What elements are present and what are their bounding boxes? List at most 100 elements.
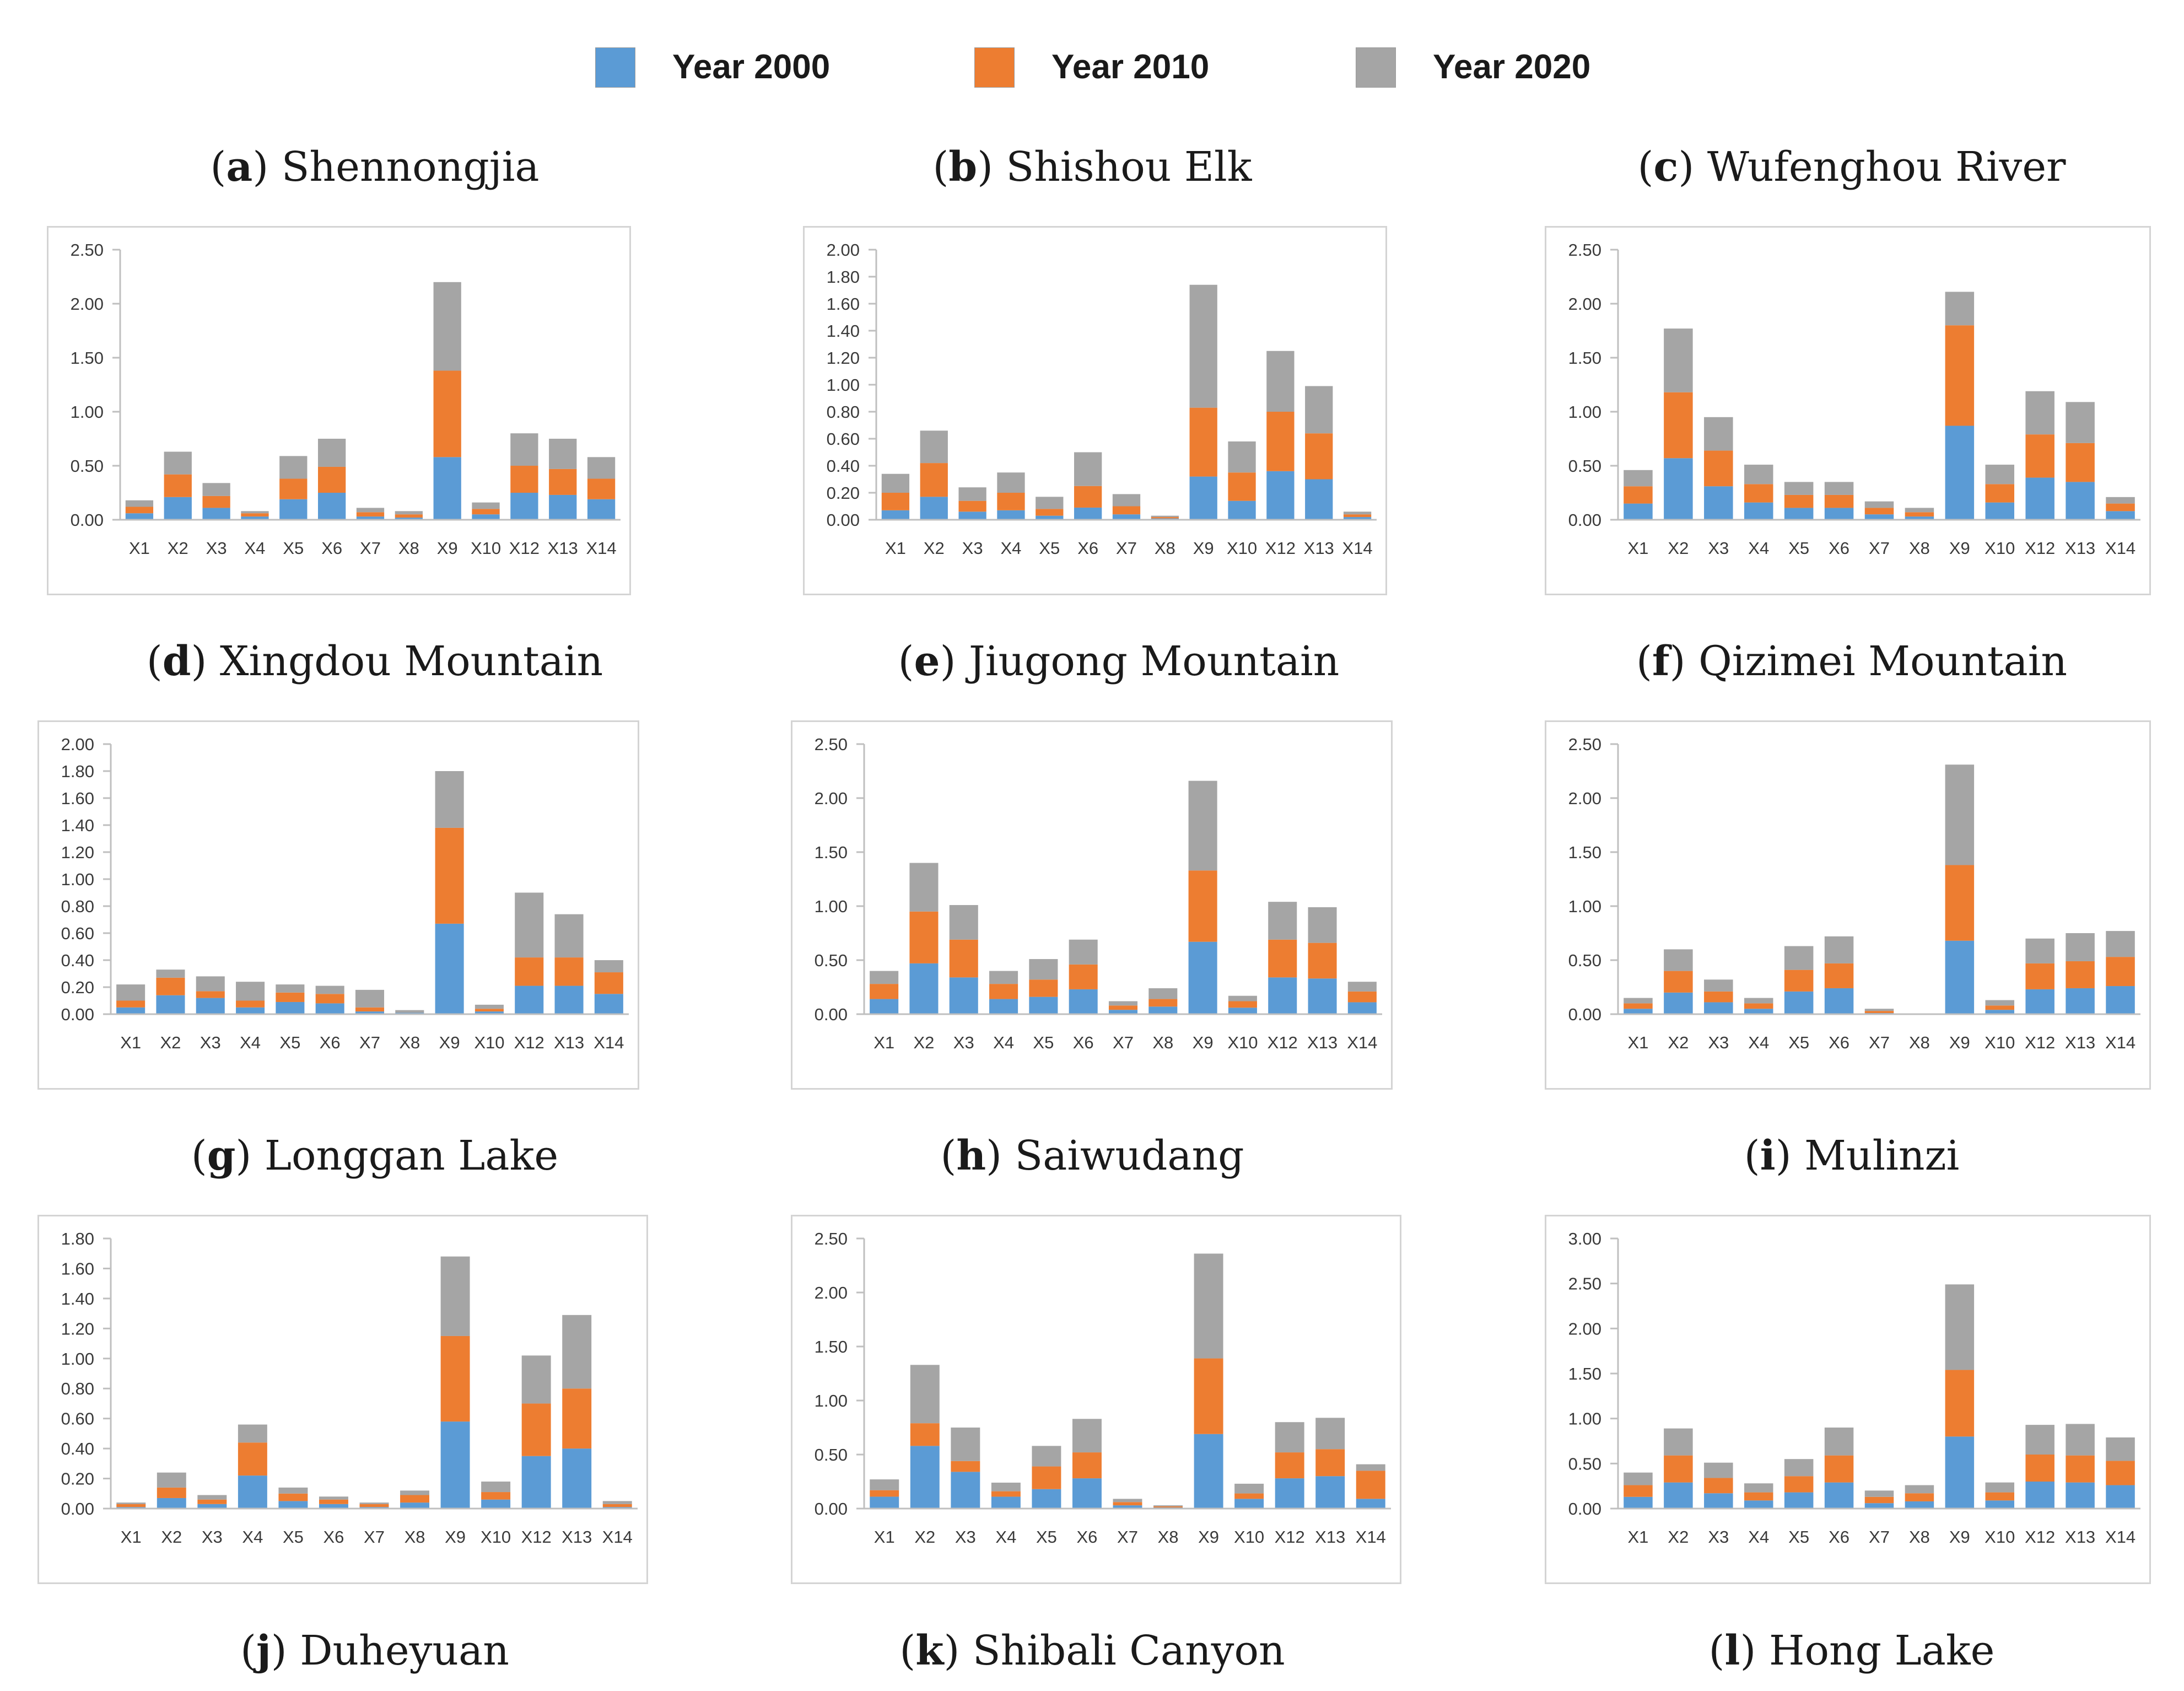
x-tick-label: X9: [445, 1527, 466, 1547]
bar-x9-year-2010: [435, 827, 464, 924]
bar-x6-year-2010: [318, 466, 346, 493]
y-tick-label: 1.00: [1568, 402, 1601, 422]
y-tick-label: 1.50: [815, 1337, 848, 1356]
y-tick-label: 2.00: [1568, 789, 1601, 808]
bar-x10-year-2010: [1228, 472, 1256, 501]
bar-x12-year-2010: [1275, 1452, 1304, 1479]
caption-b: (b) Shishou Elk: [932, 143, 1252, 191]
legend-label-year-2010: Year 2010: [1051, 48, 1210, 86]
chart-panel-6: 0.00 0.50 1.00 1.50 2.00 2.50 X1 X2 X3 X4 X5 X6 X7 X8…: [1545, 720, 2151, 1090]
bar-x1-year-2000: [870, 999, 899, 1014]
bar-x9-year-2020: [1188, 780, 1217, 871]
bar-x9-year-2000: [1189, 476, 1217, 520]
bar-x8-year-2010: [395, 514, 423, 518]
x-tick-label: X9: [1949, 1527, 1970, 1547]
y-tick-label: 0.00: [61, 1499, 94, 1518]
x-tick-label: X4: [993, 1033, 1014, 1052]
x-tick-label: X1: [873, 1033, 894, 1052]
y-tick-label: 1.50: [815, 843, 848, 862]
bar-x12-year-2020: [1268, 902, 1297, 940]
bar-x6-year-2010: [1824, 1455, 1854, 1483]
bar-x6-year-2000: [1824, 1482, 1854, 1509]
bar-x4-year-2010: [241, 513, 269, 517]
stacked-bar-chart-3: 0.00 0.50 1.00 1.50 2.00 2.50 X1 X2 X3 X4 X5 X6 X7 X8…: [1568, 240, 2140, 558]
stacked-bar-chart-8: 0.00 0.50 1.00 1.50 2.00 2.50 X1 X2 X3 X4 X5 X6 X7 X8…: [815, 1229, 1391, 1547]
bar-x7-year-2020: [1864, 501, 1894, 508]
y-tick-label: 1.50: [1568, 1364, 1601, 1383]
bar-x7-year-2020: [356, 508, 385, 513]
bar-x5-year-2020: [1032, 1446, 1061, 1467]
bar-x5-year-2010: [276, 992, 305, 1002]
bar-x13-year-2000: [1315, 1476, 1345, 1509]
bar-x1-year-2020: [1624, 998, 1653, 1004]
x-tick-label: X3: [202, 1527, 223, 1547]
bar-x3-year-2010: [949, 939, 978, 978]
bar-x3-year-2010: [1704, 450, 1733, 487]
x-tick-label: X12: [514, 1033, 544, 1052]
bar-x1-year-2020: [870, 971, 899, 984]
bar-x4-year-2000: [997, 510, 1025, 520]
bar-x2-year-2000: [156, 995, 185, 1014]
bar-x1-year-2020: [881, 473, 910, 493]
bar-x13-year-2020: [1315, 1418, 1345, 1450]
bar-x4-year-2020: [238, 1424, 267, 1443]
bar-x5-year-2010: [1029, 979, 1058, 997]
bar-x9-year-2020: [440, 1256, 470, 1336]
bar-x7-year-2020: [1112, 494, 1141, 507]
y-tick-label: 0.00: [815, 1499, 848, 1518]
bar-x3-year-2020: [949, 905, 978, 940]
x-tick-label: X14: [2105, 1527, 2136, 1547]
x-tick-label: X10: [471, 538, 501, 558]
x-tick-label: X2: [1668, 1033, 1689, 1052]
legend: Year 2000 Year 2010 Year 2020: [0, 22, 2184, 99]
bar-x8-year-2020: [395, 1010, 424, 1013]
y-tick-label: 0.00: [827, 510, 860, 530]
bar-x3-year-2000: [196, 998, 225, 1014]
bar-x12-year-2000: [2025, 477, 2054, 520]
bar-x4-year-2000: [991, 1496, 1021, 1509]
caption-c: (c) Wufenghou River: [1637, 143, 2066, 191]
bar-x6-year-2000: [1824, 988, 1854, 1014]
x-tick-label: X13: [548, 538, 578, 558]
y-tick-label: 1.00: [1568, 897, 1601, 916]
bar-x2-year-2000: [1664, 1482, 1693, 1509]
bar-x4-year-2020: [1744, 1483, 1773, 1493]
bar-x12-year-2020: [510, 433, 538, 466]
x-tick-label: X5: [283, 1527, 304, 1547]
x-tick-label: X1: [120, 1033, 141, 1052]
bar-x9-year-2010: [1194, 1358, 1223, 1434]
bar-x4-year-2010: [238, 1442, 267, 1476]
bar-x8-year-2020: [1905, 1485, 1934, 1494]
x-tick-label: X10: [474, 1033, 504, 1052]
bar-x5-year-2020: [1029, 959, 1058, 980]
bar-x14-year-2020: [1343, 511, 1372, 515]
x-tick-label: X9: [437, 538, 458, 558]
bar-x13-year-2010: [562, 1388, 592, 1449]
x-tick-label: X10: [1985, 538, 2015, 558]
bar-x1-year-2000: [870, 1496, 899, 1509]
bar-x12-year-2010: [515, 957, 544, 986]
y-tick-label: 0.40: [61, 951, 94, 970]
bar-x8-year-2000: [1905, 1501, 1934, 1509]
bar-x13-year-2020: [2066, 402, 2095, 443]
bar-x3-year-2020: [1704, 417, 1733, 451]
y-tick-label: 0.40: [61, 1439, 94, 1458]
x-tick-label: X6: [1077, 1527, 1098, 1547]
x-tick-label: X5: [1036, 1527, 1057, 1547]
bar-x13-year-2010: [2066, 1455, 2095, 1483]
x-tick-label: X7: [1869, 1033, 1890, 1052]
bar-x12-year-2000: [521, 1456, 551, 1509]
bar-x8-year-2010: [1151, 517, 1179, 519]
x-tick-label: X8: [1909, 1527, 1930, 1547]
bar-x6-year-2010: [315, 994, 344, 1004]
y-tick-label: 1.50: [1568, 348, 1601, 368]
bar-x9-year-2010: [1945, 1370, 1975, 1437]
x-tick-label: X7: [359, 1033, 380, 1052]
bar-x4-year-2020: [1744, 998, 1773, 1004]
bar-x3-year-2000: [202, 508, 230, 520]
bar-x2-year-2010: [157, 1487, 186, 1498]
bar-x3-year-2000: [951, 1472, 980, 1509]
x-tick-label: X8: [1909, 538, 1930, 558]
bar-x9-year-2020: [435, 771, 464, 828]
bar-x12-year-2020: [521, 1355, 551, 1404]
